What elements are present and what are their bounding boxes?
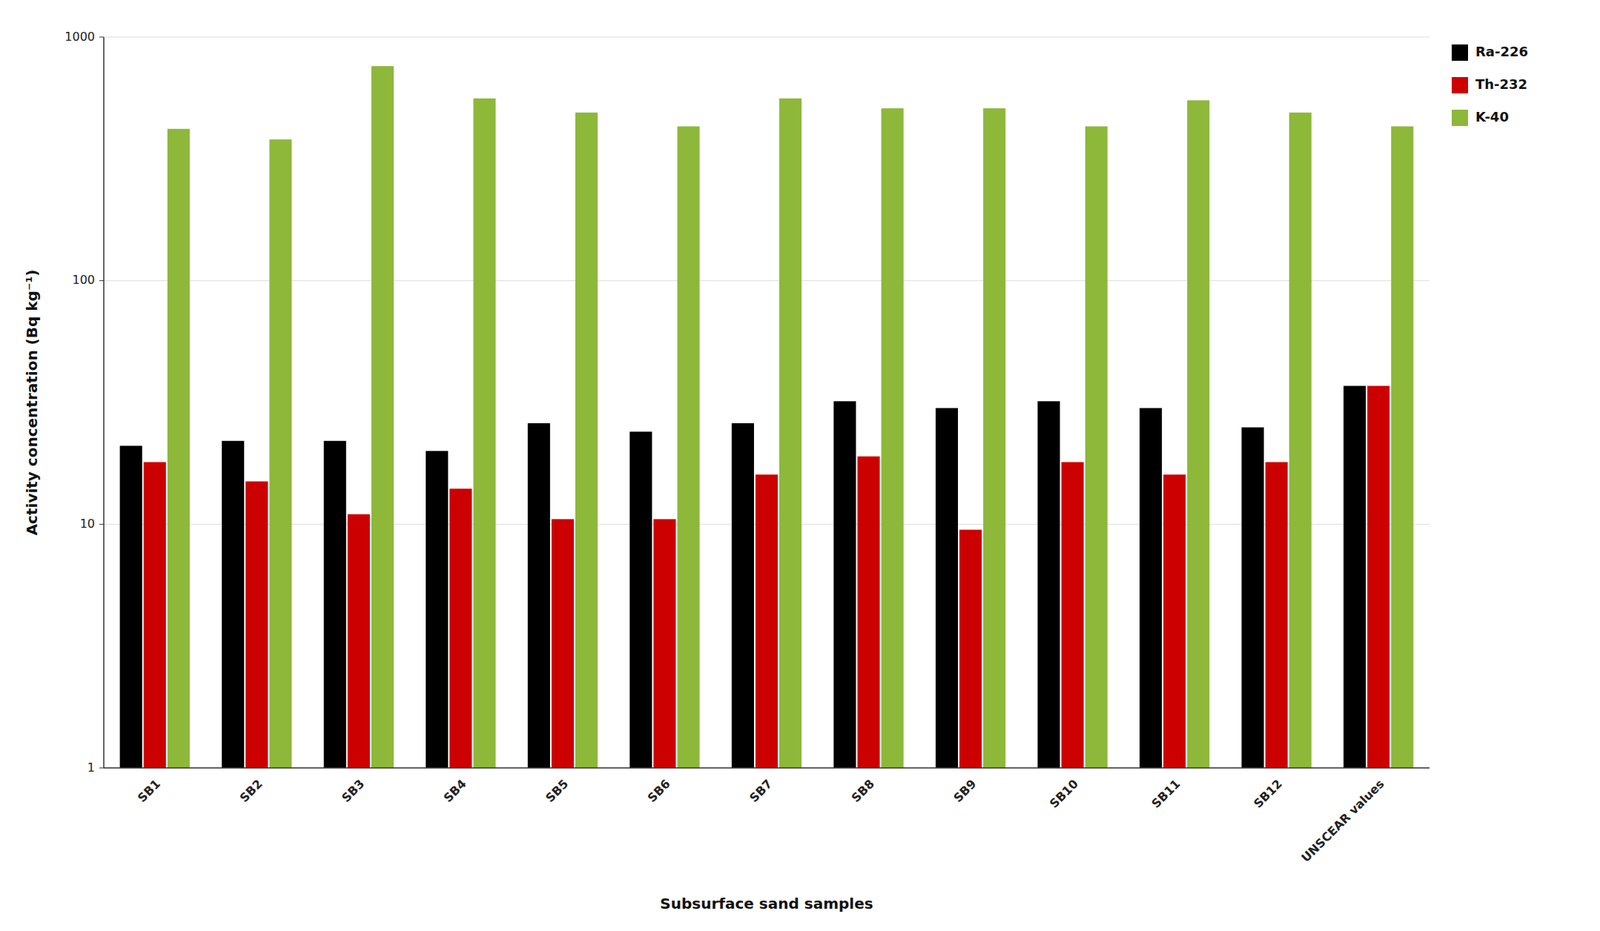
y-tick — [99, 524, 104, 525]
bar — [983, 108, 1006, 769]
y-tick-label: 100 — [71, 272, 95, 287]
y-axis-label: Activity concentration (Bq kg⁻¹) — [22, 269, 41, 537]
x-tick-label: SB4 — [441, 777, 470, 806]
x-tick-label: SB2 — [237, 777, 266, 806]
x-tick-label: SB9 — [950, 777, 979, 806]
bar — [779, 98, 802, 769]
x-tick-label: SB11 — [1149, 777, 1184, 812]
bar — [755, 474, 778, 769]
bar — [935, 408, 958, 769]
bar — [677, 126, 700, 769]
y-tick — [99, 37, 104, 38]
bar — [1085, 126, 1108, 769]
x-axis-label: Subsurface sand samples — [659, 894, 873, 913]
bar — [324, 441, 347, 769]
bar — [551, 518, 574, 769]
bars — [120, 65, 1414, 769]
bar — [1139, 408, 1162, 769]
legend-label: K-40 — [1475, 108, 1509, 125]
bar — [347, 514, 370, 769]
bar — [1187, 100, 1210, 769]
bar — [857, 456, 880, 769]
bar — [221, 441, 244, 769]
bar — [473, 98, 496, 769]
x-tick-label: SB5 — [542, 777, 571, 806]
grid-line — [103, 280, 1430, 282]
x-tick-label: SB1 — [134, 777, 164, 806]
x-tick-label: SB8 — [848, 777, 878, 806]
bar — [143, 461, 167, 769]
legend-label: Th-232 — [1475, 76, 1528, 92]
y-tick — [99, 768, 104, 769]
bar — [1241, 427, 1265, 769]
y-axis — [103, 37, 105, 769]
grid-line — [103, 768, 1430, 769]
bar — [575, 112, 598, 769]
x-axis — [103, 767, 1430, 769]
bar — [371, 65, 394, 769]
x-tick-label: SB7 — [746, 777, 775, 806]
bar — [653, 518, 676, 769]
x-tick-label: UNSCEAR values — [1298, 777, 1388, 866]
legend-swatch — [1451, 77, 1469, 94]
grid — [103, 37, 1430, 769]
bar — [1265, 461, 1288, 769]
bar — [120, 445, 143, 769]
y-tick-label: 1000 — [64, 29, 95, 44]
x-tick-label: SB3 — [338, 777, 368, 806]
y-tick-label: 1 — [87, 760, 95, 775]
bar — [1367, 386, 1390, 769]
x-tick-label: SB12 — [1250, 777, 1285, 812]
legend-swatch — [1451, 44, 1469, 61]
x-tick-label: SB6 — [645, 777, 674, 806]
bar — [449, 488, 472, 769]
bar — [1037, 401, 1060, 769]
bar — [731, 423, 755, 769]
x-tick-label: SB10 — [1046, 777, 1082, 812]
bar — [245, 481, 268, 769]
legend-swatch — [1451, 109, 1469, 127]
y-tick-label: 10 — [80, 516, 95, 531]
bar — [527, 423, 551, 769]
bar — [269, 139, 292, 769]
bar — [425, 450, 448, 769]
bar — [881, 108, 904, 769]
bar — [1289, 112, 1312, 769]
bar — [959, 530, 982, 769]
bar — [1061, 461, 1084, 769]
y-tick — [99, 280, 104, 282]
grid-line — [103, 37, 1430, 38]
bar — [833, 401, 856, 769]
legend: Ra-226 Th-232 K-40 — [1451, 43, 1529, 127]
chart: 1 10 100 1000 SB1 SB2 SB3 SB4 SB5 SB6 SB7 SB8 SB9 SB1… — [0, 0, 1600, 931]
bar — [167, 129, 190, 769]
legend-label: Ra-226 — [1475, 43, 1529, 60]
bar — [1163, 474, 1186, 769]
bar — [1343, 386, 1366, 769]
bar — [1390, 126, 1414, 769]
bar — [629, 431, 652, 769]
